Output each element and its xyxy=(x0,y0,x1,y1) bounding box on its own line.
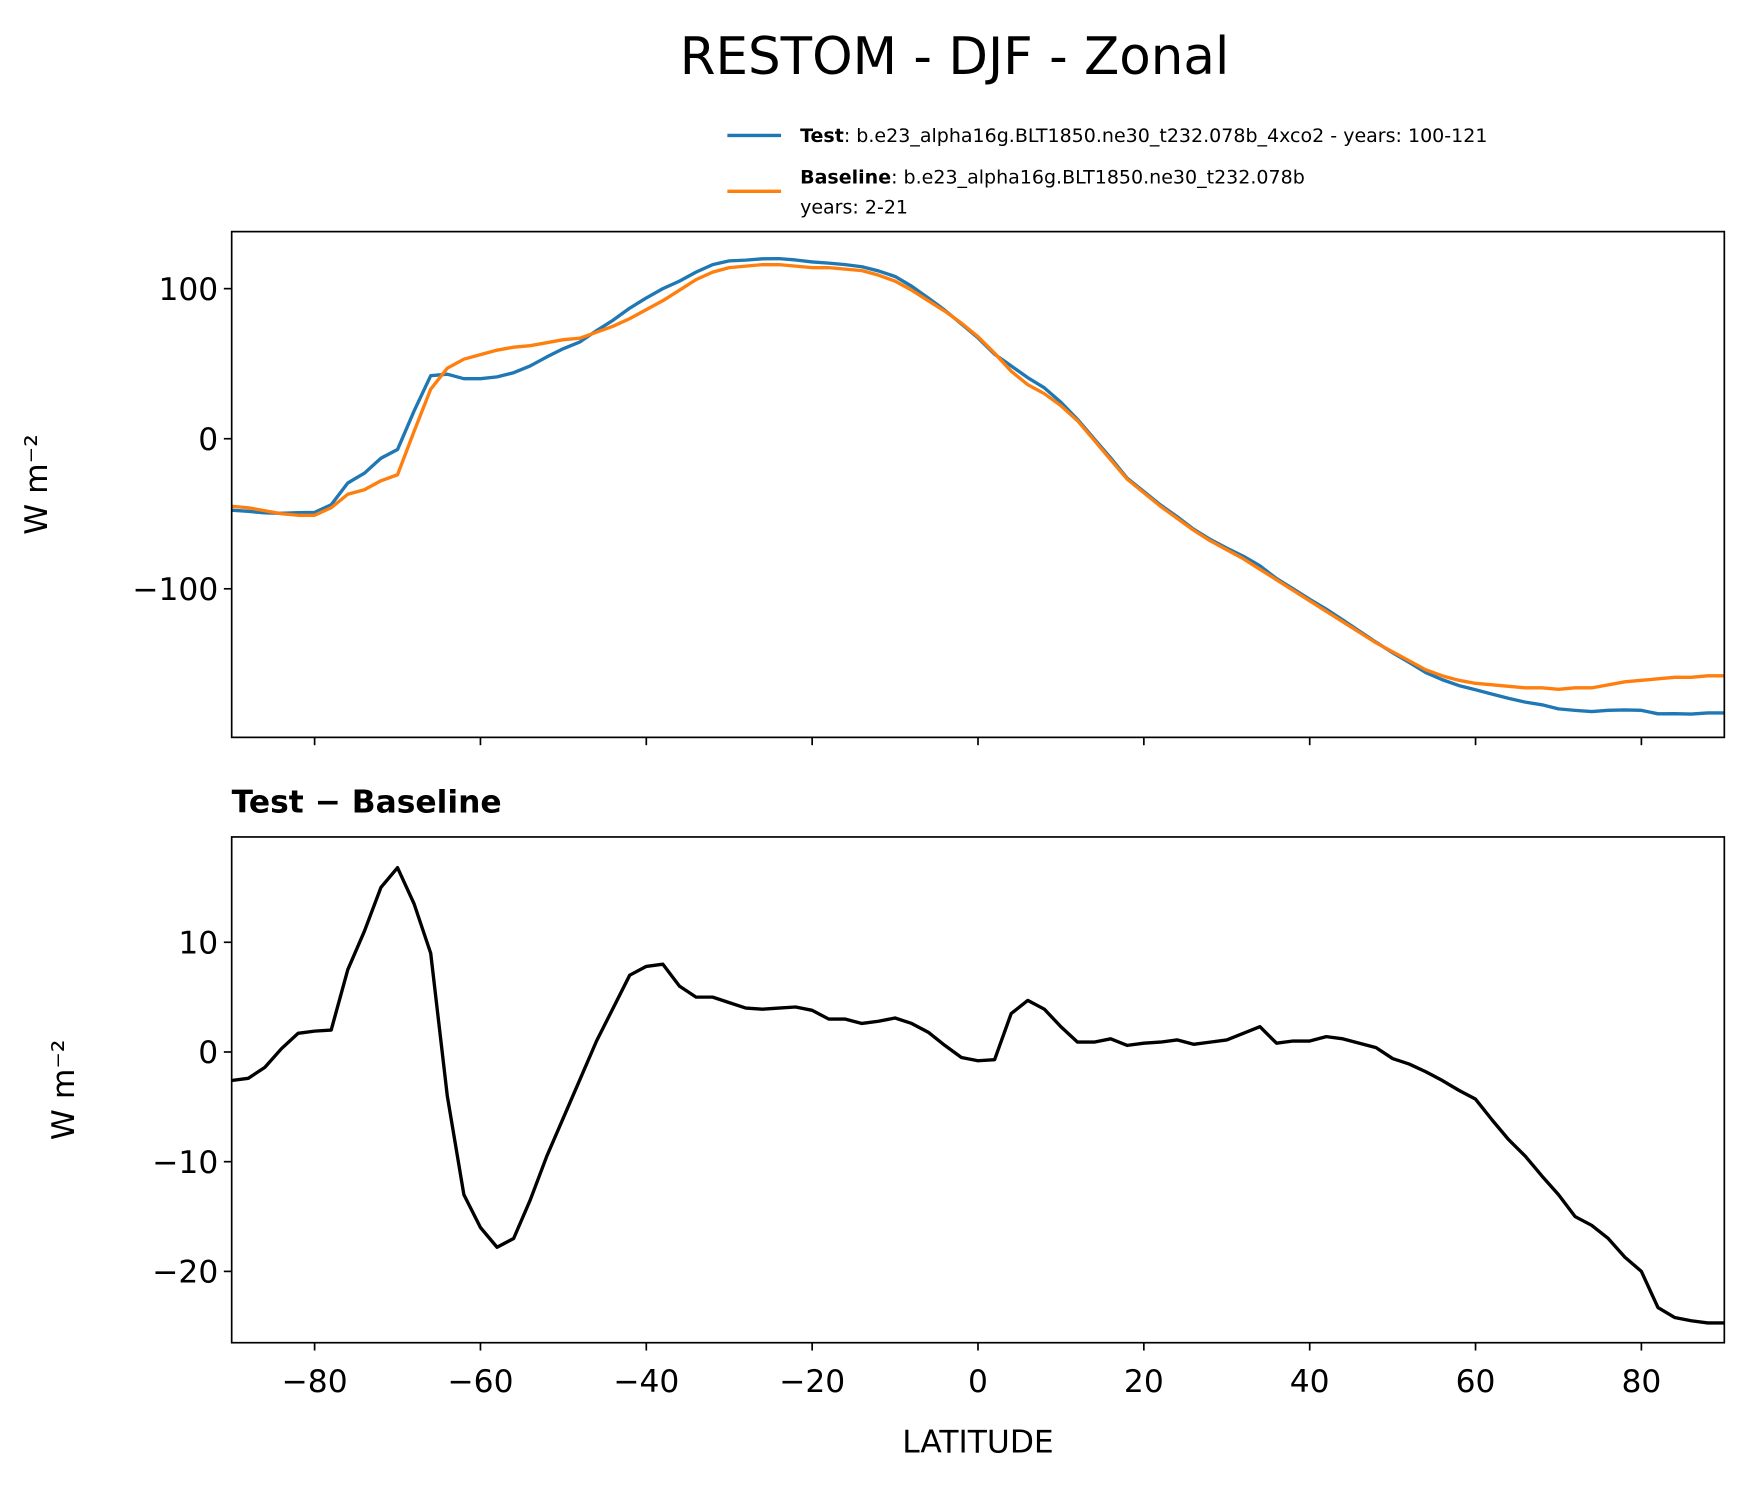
legend-detail: years: 2-21 xyxy=(800,197,908,219)
x-axis-label: LATITUDE xyxy=(902,1424,1053,1460)
axes-frame xyxy=(230,230,1726,739)
legend-name: Test xyxy=(800,125,844,147)
data-line xyxy=(231,262,1725,692)
x-tick-label: 40 xyxy=(1290,1364,1330,1400)
panel-title: Test − Baseline xyxy=(232,784,502,820)
y-tick-label: 100 xyxy=(158,272,218,308)
legend-detail: : b.e23_alpha16g.BLT1850.ne30_t232.078b xyxy=(891,167,1305,189)
x-tick-label: −40 xyxy=(613,1364,679,1400)
x-tick-label: −80 xyxy=(282,1364,348,1400)
y-tick-label: −100 xyxy=(132,572,218,608)
x-tick-label: 0 xyxy=(968,1364,988,1400)
x-tick-label: 20 xyxy=(1124,1364,1164,1400)
chart-title: RESTOM - DJF - Zonal xyxy=(680,27,1230,87)
data-line xyxy=(231,865,1725,1325)
y-tick-label: 10 xyxy=(178,925,218,961)
y-tick-label: −20 xyxy=(152,1255,218,1291)
legend-entry: Test: b.e23_alpha16g.BLT1850.ne30_t232.0… xyxy=(800,125,1487,147)
y-axis-label: W m⁻² xyxy=(19,434,55,535)
y-tick-label: 0 xyxy=(198,1035,218,1071)
x-tick-label: 60 xyxy=(1456,1364,1496,1400)
legend-entry: Baseline: b.e23_alpha16g.BLT1850.ne30_t2… xyxy=(800,167,1305,189)
x-tick-label: −60 xyxy=(447,1364,513,1400)
y-tick-label: −10 xyxy=(152,1145,218,1181)
legend-detail: : b.e23_alpha16g.BLT1850.ne30_t232.078b_… xyxy=(844,125,1488,147)
y-tick-label: 0 xyxy=(198,422,218,458)
axes-frame xyxy=(230,836,1726,1344)
y-axis-label: W m⁻² xyxy=(46,1040,82,1141)
x-tick-label: 80 xyxy=(1621,1364,1661,1400)
legend-name: Baseline xyxy=(800,167,891,189)
x-tick-label: −20 xyxy=(779,1364,845,1400)
